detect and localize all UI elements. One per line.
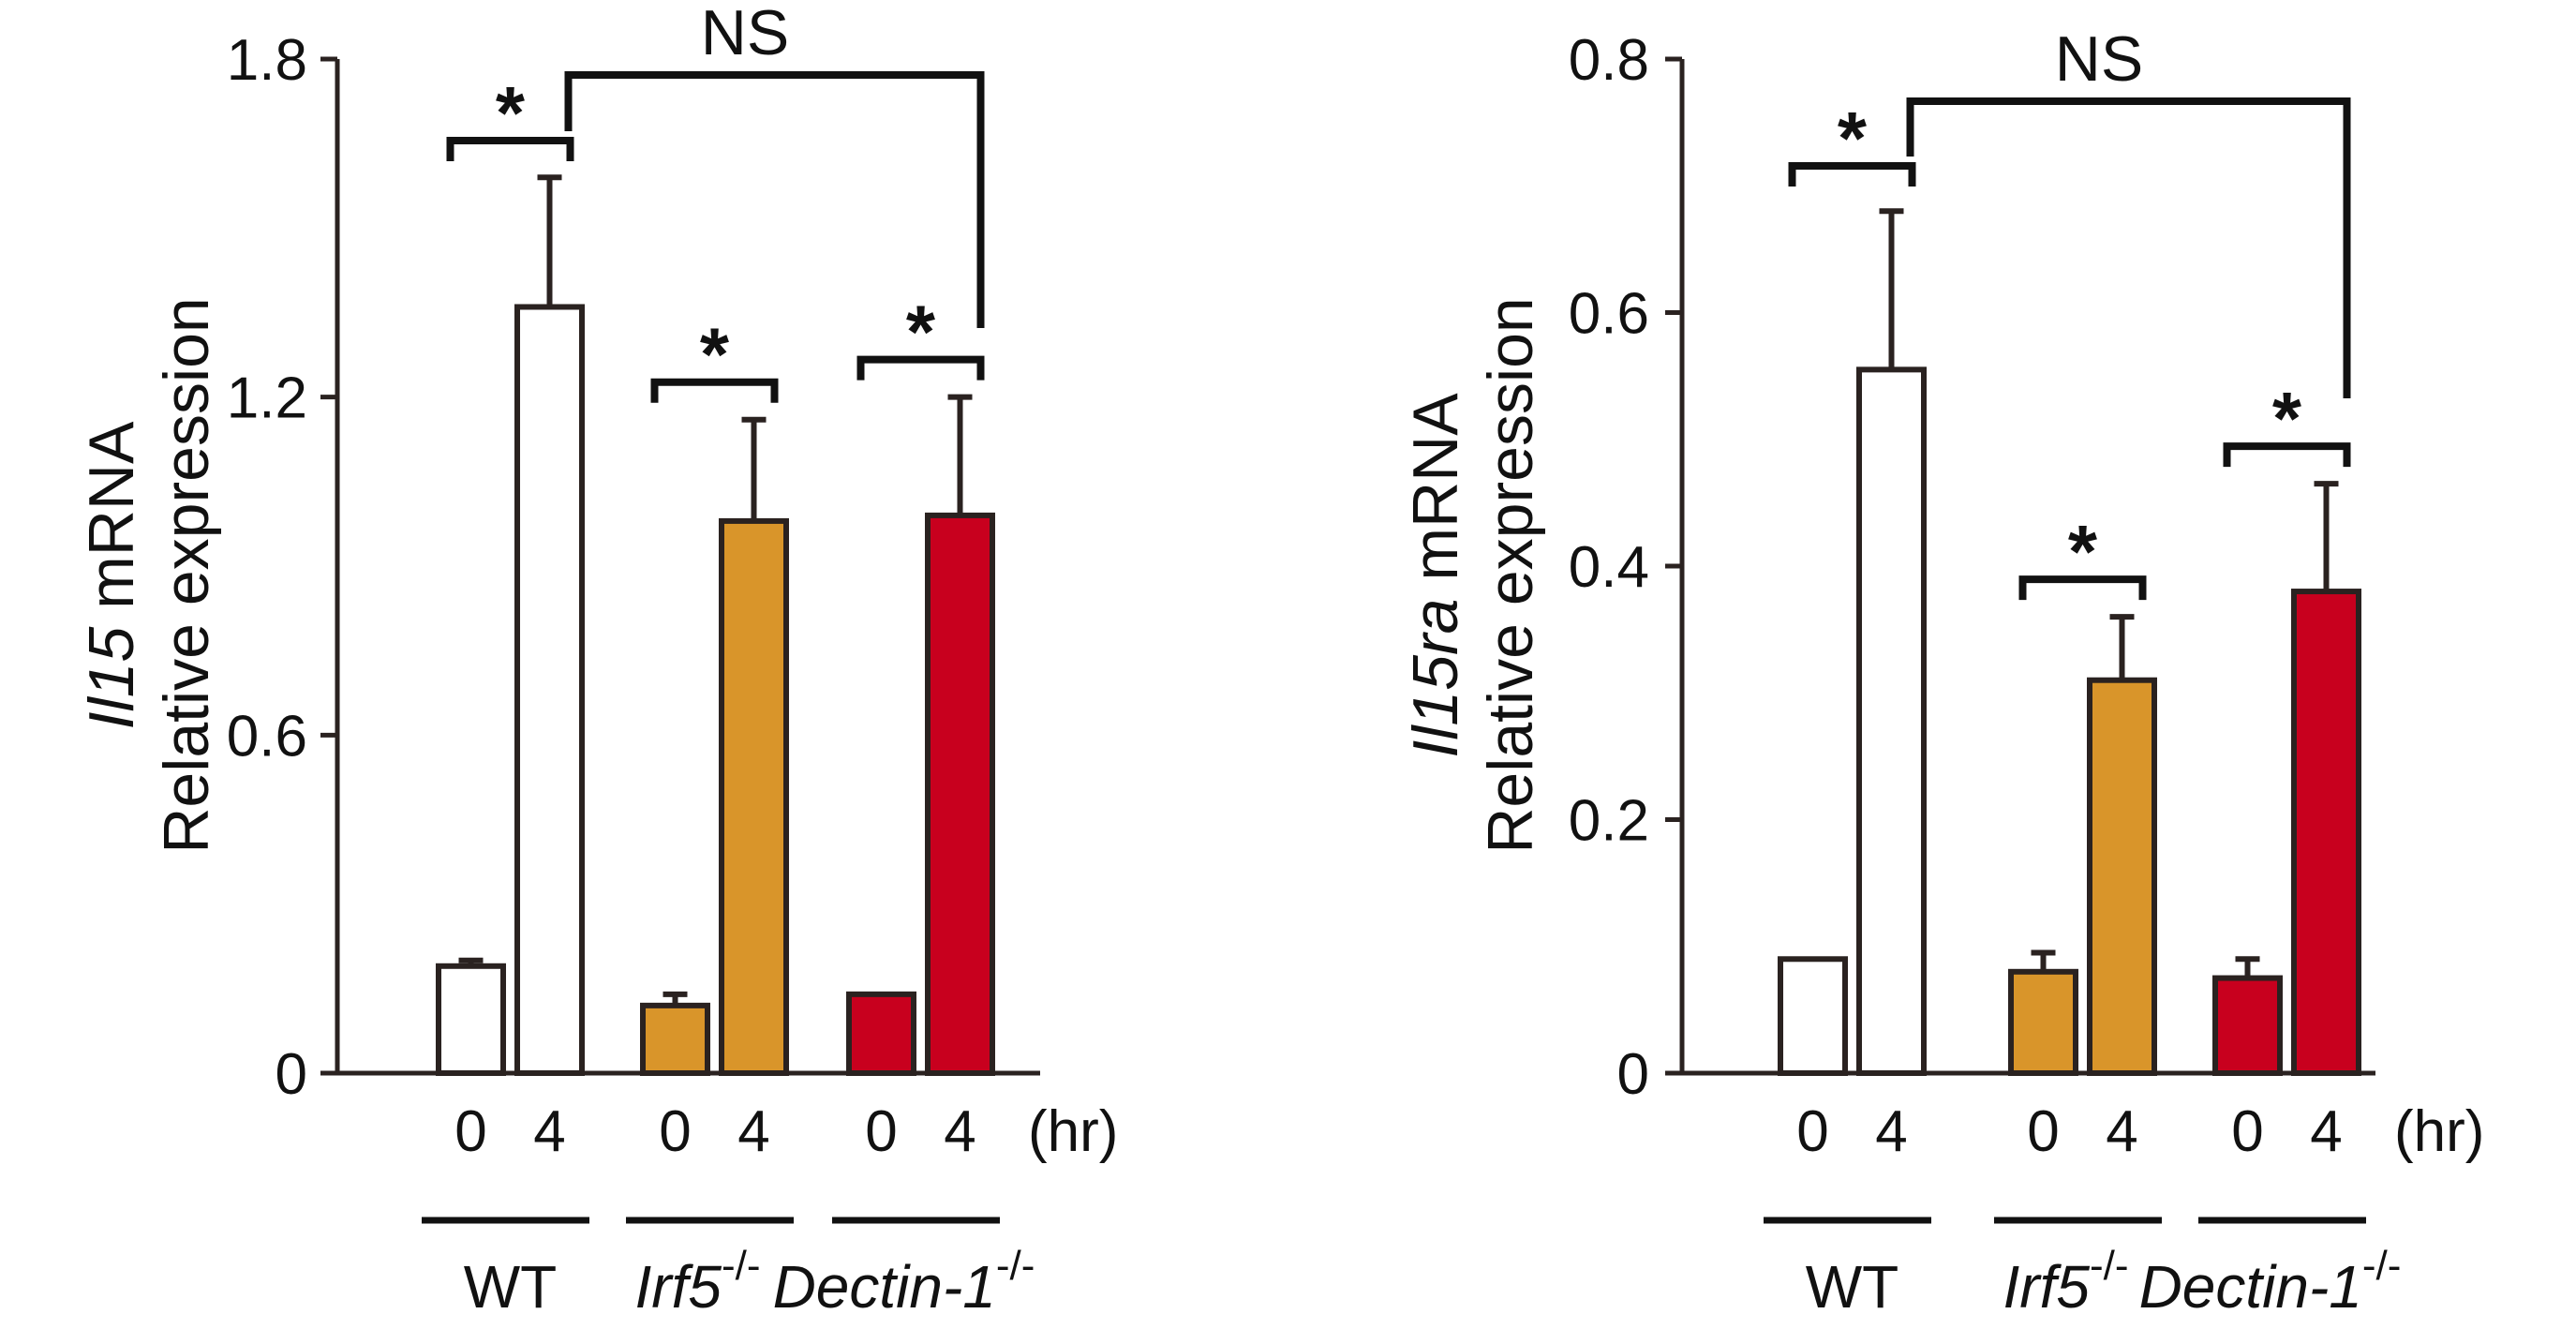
time-label: 4	[1875, 1099, 1907, 1164]
group-label-name: Irf5	[2003, 1253, 2091, 1321]
ns-comparison-bracket	[564, 71, 985, 328]
y-axis-label-gene: Il15 mRNA	[76, 421, 147, 729]
group-label: Dectin-1-/-	[2139, 1243, 2402, 1321]
time-unit-label: (hr)	[1028, 1099, 1118, 1164]
time-unit-label: (hr)	[2394, 1099, 2484, 1164]
significance-bracket	[856, 355, 985, 381]
y-tick-label: 1.8	[227, 28, 307, 93]
bar-wt-0hr	[436, 963, 506, 1077]
time-label: 0	[1796, 1099, 1828, 1164]
ns-comparison-bracket	[1906, 97, 2351, 398]
significance-star: *	[2272, 377, 2302, 460]
group-label: WT	[464, 1253, 558, 1321]
bar-dectin-1-4hr	[925, 512, 995, 1076]
bar-irf5-0hr	[2008, 968, 2078, 1077]
significance-bracket	[2223, 442, 2351, 468]
y-tick-label: 0.2	[1569, 789, 1649, 854]
bar-dectin-1-4hr	[2291, 589, 2361, 1076]
significance-star: *	[1838, 97, 1868, 180]
y-tick-label: 0	[275, 1042, 307, 1107]
group-label-superscript: -/-	[2090, 1243, 2129, 1289]
bar-wt-0hr	[1778, 956, 1848, 1077]
y-axis-label-gene-name: Il15ra	[1400, 599, 1471, 758]
y-axis-label-gene-suffix: mRNA	[1400, 393, 1471, 599]
time-label: 4	[533, 1099, 565, 1164]
y-tick-label: 0.6	[1569, 282, 1649, 347]
significance-bracket	[446, 137, 574, 161]
significance-star: *	[2068, 510, 2098, 593]
time-label: 4	[2310, 1099, 2342, 1164]
chart-panel-il15ra: 0 0.2 0.4 0.6 0.8 Il15ra mRNA Relative express…	[1400, 23, 2484, 1321]
significance-star: *	[906, 291, 936, 374]
time-label: 4	[737, 1099, 769, 1164]
group-label-name: Dectin-1	[773, 1253, 996, 1321]
ns-label: NS	[701, 0, 789, 68]
significance-bracket	[2018, 575, 2147, 601]
group-label-name: WT	[464, 1253, 558, 1321]
time-label: 0	[454, 1099, 486, 1164]
group-label: Dectin-1-/-	[773, 1243, 1035, 1321]
group-label-name: Dectin-1	[2139, 1253, 2362, 1321]
bar-irf5-4hr	[719, 517, 789, 1076]
significance-star: *	[700, 313, 730, 396]
time-label: 4	[944, 1099, 975, 1164]
time-label: 0	[659, 1099, 691, 1164]
time-label: 0	[2027, 1099, 2059, 1164]
significance-bracket	[650, 378, 779, 403]
time-label: 4	[2106, 1099, 2137, 1164]
y-tick-label: 1.2	[227, 366, 307, 431]
bar-wt-4hr	[514, 304, 585, 1076]
group-label-name: Irf5	[635, 1253, 722, 1321]
bar-wt-4hr	[1856, 366, 1927, 1076]
bar-dectin-1-0hr	[846, 991, 916, 1077]
y-axis-label-gene-name: Il15	[76, 627, 147, 730]
group-label: Irf5-/-	[2003, 1243, 2129, 1321]
y-tick-label: 0.6	[227, 704, 307, 769]
bar-dectin-1-0hr	[2212, 975, 2283, 1076]
bar-irf5-4hr	[2087, 677, 2157, 1076]
y-tick-label: 0	[1617, 1042, 1649, 1107]
y-tick-label: 0.4	[1569, 535, 1649, 600]
group-label-superscript: -/-	[2362, 1243, 2402, 1289]
bar-irf5-0hr	[640, 1002, 710, 1077]
y-axis-label-line2: Relative expression	[1475, 297, 1546, 853]
y-axis-label-gene: Il15ra mRNA	[1400, 393, 1471, 758]
group-label-name: WT	[1806, 1253, 1899, 1321]
group-label: Irf5-/-	[635, 1243, 761, 1321]
time-label: 0	[865, 1099, 897, 1164]
group-label-superscript: -/-	[722, 1243, 761, 1289]
group-label: WT	[1806, 1253, 1899, 1321]
ns-label: NS	[2055, 23, 2143, 95]
group-label-superscript: -/-	[996, 1243, 1035, 1289]
y-axis-label-gene-suffix: mRNA	[76, 421, 147, 627]
time-label: 0	[2231, 1099, 2263, 1164]
significance-bracket	[1788, 162, 1916, 187]
y-tick-label: 0.8	[1569, 28, 1649, 93]
significance-star: *	[496, 71, 526, 155]
y-axis-label-line2: Relative expression	[151, 297, 222, 853]
